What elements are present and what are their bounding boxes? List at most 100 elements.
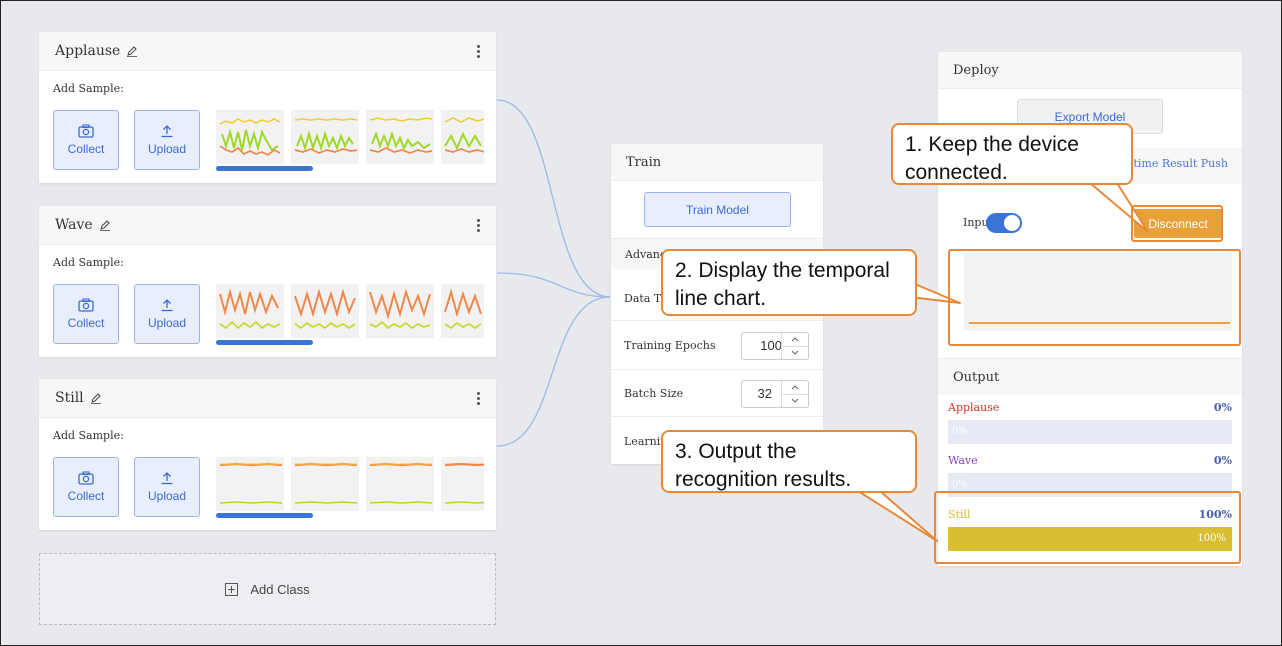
output-label: Applause xyxy=(948,401,1000,414)
more-options-icon[interactable] xyxy=(476,391,480,405)
sample-thumbnail[interactable] xyxy=(366,457,434,511)
decrement-icon[interactable] xyxy=(782,394,808,407)
training-epochs-stepper[interactable]: 100 xyxy=(741,332,809,360)
output-percentage: 0% xyxy=(1213,454,1232,467)
add-sample-label: Add Sample: xyxy=(53,82,124,95)
input-toggle[interactable] xyxy=(986,213,1022,233)
sample-thumbnail[interactable] xyxy=(366,284,434,338)
class-name[interactable]: Wave xyxy=(55,217,93,233)
class-card-wave: Wave Add Sample: Collect Upload xyxy=(39,206,496,357)
upload-icon xyxy=(161,299,173,312)
temporal-line-chart xyxy=(964,253,1232,331)
upload-button[interactable]: Upload xyxy=(134,284,200,344)
output-label: Wave xyxy=(948,454,978,467)
upload-icon xyxy=(161,472,173,485)
collect-button[interactable]: Collect xyxy=(53,110,119,170)
sample-thumbnail[interactable] xyxy=(291,110,359,164)
thumbnail-scrollbar[interactable] xyxy=(216,513,313,518)
realtime-result-push-tab[interactable]: Real-time Result Push xyxy=(1104,157,1228,170)
more-options-icon[interactable] xyxy=(476,218,480,232)
train-header: Train xyxy=(611,144,823,181)
train-model-button[interactable]: Train Model xyxy=(644,192,791,227)
sample-thumbnail[interactable] xyxy=(291,284,359,338)
upload-button[interactable]: Upload xyxy=(134,110,200,170)
highlight-disconnect xyxy=(1131,205,1223,242)
output-bar-text: 100% xyxy=(1197,533,1226,544)
sample-thumbnail[interactable] xyxy=(441,457,484,511)
callout-keep-connected: 1. Keep the device connected. xyxy=(891,123,1133,185)
output-bar: 0% xyxy=(948,420,1232,444)
edit-pencil-icon[interactable] xyxy=(126,45,138,57)
class-name[interactable]: Still xyxy=(55,390,84,406)
train-title: Train xyxy=(626,154,662,170)
training-epochs-label: Training Epochs xyxy=(624,339,716,352)
chart-line xyxy=(969,322,1230,324)
class-card-header: Still xyxy=(39,379,496,418)
sample-thumbnail[interactable] xyxy=(366,110,434,164)
collect-button[interactable]: Collect xyxy=(53,457,119,517)
sample-thumbnails[interactable] xyxy=(216,284,484,338)
sample-thumbnail[interactable] xyxy=(441,284,484,338)
upload-label: Upload xyxy=(147,142,187,156)
sample-thumbnail[interactable] xyxy=(216,110,284,164)
output-label: Still xyxy=(948,508,971,521)
highlight-chart xyxy=(948,249,1241,346)
output-bar-text: 0% xyxy=(952,426,968,437)
camera-icon xyxy=(78,471,94,485)
thumbnail-scrollbar[interactable] xyxy=(216,340,313,345)
upload-button[interactable]: Upload xyxy=(134,457,200,517)
deploy-header: Deploy xyxy=(938,52,1242,89)
decrement-icon[interactable] xyxy=(782,346,808,359)
sample-thumbnails[interactable] xyxy=(216,110,484,164)
sample-thumbnail[interactable] xyxy=(291,457,359,511)
class-card-header: Applause xyxy=(39,32,496,71)
collect-label: Collect xyxy=(67,316,105,330)
output-bar-fill xyxy=(948,527,1232,551)
batch-size-stepper[interactable]: 32 xyxy=(741,380,809,408)
batch-size-value[interactable]: 32 xyxy=(757,386,772,401)
collect-button[interactable]: Collect xyxy=(53,284,119,344)
output-bar: 100% xyxy=(948,527,1232,551)
class-name[interactable]: Applause xyxy=(55,43,121,59)
class-card-header: Wave xyxy=(39,206,496,245)
output-percentage: 100% xyxy=(1198,508,1232,521)
sample-thumbnail[interactable] xyxy=(441,110,484,164)
output-bar-text: 0% xyxy=(952,479,968,490)
deploy-title: Deploy xyxy=(953,62,999,78)
callout-output-results: 3. Output the recognition results. xyxy=(661,430,917,493)
callout-temporal-chart: 2. Display the temporal line chart. xyxy=(661,249,917,316)
add-class-button[interactable]: Add Class xyxy=(39,553,496,625)
input-label: Input xyxy=(963,216,993,229)
edit-pencil-icon[interactable] xyxy=(90,392,102,404)
increment-icon[interactable] xyxy=(782,333,808,347)
collect-label: Collect xyxy=(67,142,105,156)
batch-size-label: Batch Size xyxy=(624,387,684,400)
output-percentage: 0% xyxy=(1213,401,1232,414)
upload-label: Upload xyxy=(147,316,187,330)
upload-label: Upload xyxy=(147,489,187,503)
upload-icon xyxy=(161,125,173,138)
increment-icon[interactable] xyxy=(782,381,808,395)
output-header: Output xyxy=(938,358,1242,395)
more-options-icon[interactable] xyxy=(476,44,480,58)
train-card: Train Train Model Advanced Data Time Tra… xyxy=(611,144,823,464)
plus-square-icon xyxy=(225,582,239,596)
sample-thumbnail[interactable] xyxy=(216,457,284,511)
class-card-still: Still Add Sample: Collect Upload xyxy=(39,379,496,530)
output-title: Output xyxy=(953,370,1000,385)
sample-thumbnails[interactable] xyxy=(216,457,484,511)
sample-thumbnail[interactable] xyxy=(216,284,284,338)
camera-icon xyxy=(78,124,94,138)
add-sample-label: Add Sample: xyxy=(53,429,124,442)
collect-label: Collect xyxy=(67,489,105,503)
edit-pencil-icon[interactable] xyxy=(99,219,111,231)
training-epochs-value[interactable]: 100 xyxy=(760,338,782,353)
add-class-label: Add Class xyxy=(250,581,310,597)
class-card-applause: Applause Add Sample: Collect Upload xyxy=(39,32,496,183)
output-bar: 0% xyxy=(948,473,1232,497)
add-sample-label: Add Sample: xyxy=(53,256,124,269)
highlight-output-still xyxy=(934,491,1241,564)
camera-icon xyxy=(78,298,94,312)
thumbnail-scrollbar[interactable] xyxy=(216,166,313,171)
